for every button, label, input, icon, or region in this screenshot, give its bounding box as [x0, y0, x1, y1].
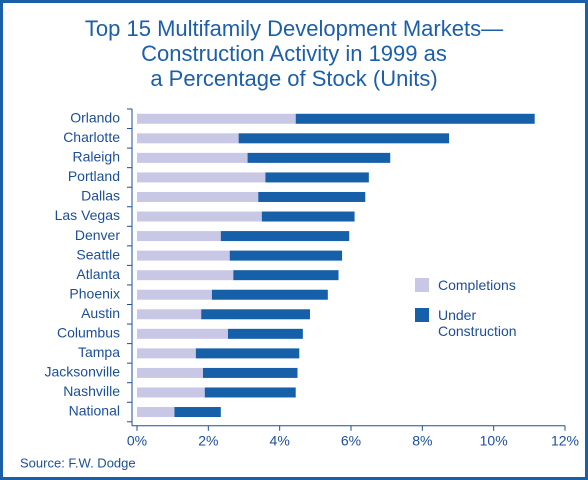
y-tick-label: Charlotte	[63, 129, 120, 145]
legend-swatch	[415, 278, 429, 292]
y-tick-label: National	[69, 403, 120, 419]
bar	[247, 152, 391, 163]
bar	[238, 133, 450, 144]
chart-title: Top 15 Multifamily Development Markets—	[85, 16, 503, 41]
bar	[137, 133, 239, 144]
bar	[211, 289, 328, 300]
y-tick-label: Austin	[81, 305, 120, 321]
bar	[137, 250, 230, 261]
bar	[137, 231, 221, 242]
bar	[137, 387, 205, 398]
bar	[204, 387, 296, 398]
bar	[137, 172, 266, 183]
bar	[137, 289, 212, 300]
bar	[137, 367, 203, 378]
bar	[227, 328, 303, 339]
legend-label: Completions	[438, 277, 516, 293]
y-tick-label: Las Vegas	[55, 207, 120, 223]
y-tick-label: Denver	[75, 227, 120, 243]
bar	[137, 191, 259, 202]
x-tick-label: 8%	[412, 433, 432, 449]
bar	[137, 270, 234, 281]
y-tick-label: Orlando	[70, 109, 120, 125]
bar	[229, 250, 343, 261]
bar	[265, 172, 369, 183]
y-tick-label: Nashville	[63, 383, 120, 399]
bar	[261, 211, 355, 222]
y-tick-label: Dallas	[81, 188, 120, 204]
legend-swatch	[415, 308, 429, 322]
x-tick-label: 2%	[198, 433, 218, 449]
x-tick-label: 10%	[480, 433, 508, 449]
y-tick-label: Phoenix	[69, 285, 120, 301]
x-tick-label: 6%	[341, 433, 361, 449]
y-tick-label: Atlanta	[76, 266, 120, 282]
y-tick-label: Seattle	[76, 246, 120, 262]
bar	[258, 191, 366, 202]
bar	[295, 113, 535, 124]
bar	[201, 309, 310, 320]
bar	[137, 348, 196, 359]
bar	[137, 407, 175, 418]
chart-title: Construction Activity in 1999 as	[141, 41, 447, 66]
bar	[174, 407, 221, 418]
source: Source: F.W. Dodge	[20, 455, 136, 470]
bar	[137, 211, 262, 222]
y-tick-label: Jacksonville	[45, 364, 121, 380]
y-tick-label: Columbus	[57, 325, 120, 341]
legend-label: Under Construction	[438, 307, 517, 339]
x-tick-label: 12%	[551, 433, 579, 449]
bar	[137, 328, 228, 339]
chart-title: a Percentage of Stock (Units)	[150, 66, 437, 91]
y-tick-label: Raleigh	[73, 149, 120, 165]
bar	[202, 367, 298, 378]
bar	[137, 309, 202, 320]
bar	[137, 113, 296, 124]
bar	[195, 348, 300, 359]
y-tick-label: Tampa	[78, 344, 120, 360]
bar	[137, 152, 248, 163]
bar	[220, 231, 350, 242]
x-tick-label: 0%	[127, 433, 147, 449]
x-tick-label: 4%	[270, 433, 290, 449]
y-tick-label: Portland	[68, 168, 120, 184]
bar	[233, 270, 339, 281]
